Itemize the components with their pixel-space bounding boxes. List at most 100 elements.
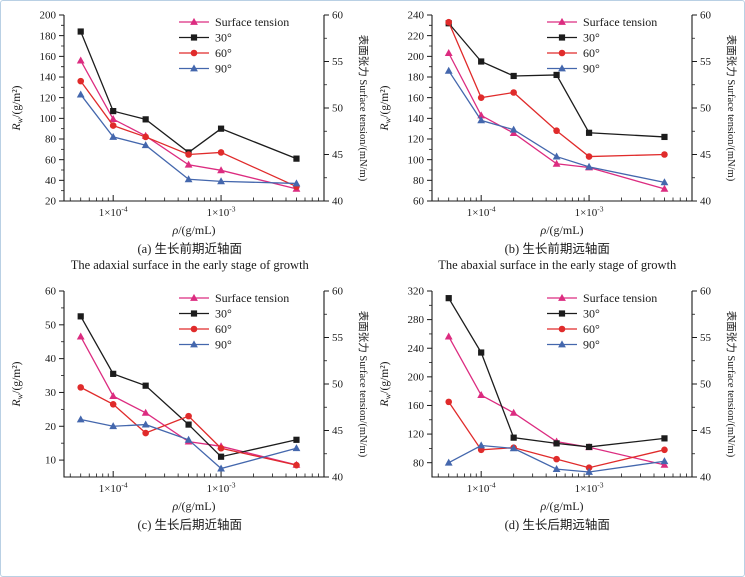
right-tick-label: 45 [332, 149, 344, 161]
legend-marker-Surface tension [557, 17, 566, 25]
series-line-Surface tension [447, 52, 665, 190]
legend-marker-30° [190, 309, 198, 317]
left-tick-label: 180 [40, 30, 57, 42]
series-marker-90° [476, 116, 485, 124]
series-marker-90° [584, 162, 593, 170]
legend-label: 60° [583, 46, 600, 60]
legend-label: 60° [215, 322, 232, 336]
right-tick-label: 55 [700, 56, 712, 68]
left-tick-label: 180 [407, 72, 424, 84]
left-tick-label: 240 [407, 342, 424, 354]
series-marker-90° [292, 443, 301, 451]
series-marker-30° [660, 434, 668, 441]
series-marker-90° [509, 125, 518, 133]
series-marker-Surface tension [109, 115, 118, 123]
series-marker-30° [552, 439, 560, 446]
chart-b: 60 80 100 120 140 160 180 200 220 240 40 45 50 55 60 1×… [379, 10, 738, 237]
series-marker-30° [142, 382, 149, 389]
series-marker-90° [552, 464, 560, 472]
legend-label: 60° [583, 322, 600, 336]
series-marker-60° [77, 77, 85, 85]
x-tick-label: 1×10-3 [574, 205, 603, 220]
series-marker-60° [585, 463, 592, 471]
legend-marker-60° [558, 325, 565, 332]
legend-label: Surface tension [215, 291, 289, 305]
series-marker-90° [292, 179, 301, 187]
x-axis-label: ρ/(g/mL) [171, 223, 215, 237]
series-marker-60° [660, 446, 668, 453]
series-marker-Surface tension [141, 408, 150, 416]
x-axis-label: ρ/(g/mL) [539, 499, 583, 513]
right-tick-label: 45 [700, 425, 712, 437]
legend-label: 90° [215, 62, 232, 76]
series-marker-60° [444, 18, 452, 26]
series-marker-30° [510, 72, 517, 80]
series-marker-Surface tension [217, 166, 225, 174]
series-marker-60° [185, 412, 192, 419]
left-tick-label: 80 [413, 457, 425, 469]
series-marker-60° [660, 151, 668, 158]
chart-a: 20 40 60 80 100 120 140 160 180 200 40 45 50 55 60 1×10… [11, 10, 370, 237]
legend-label: 60° [215, 46, 232, 60]
x-tick-label: 1×10-4 [466, 205, 495, 220]
caption-b-en: The abaxial surface in the early stage o… [438, 258, 677, 273]
series-marker-60° [509, 89, 517, 96]
right-axis-label: 表面张力 Surface tension/(mN/m) [725, 35, 738, 182]
right-tick-label: 60 [332, 10, 344, 22]
series-marker-60° [552, 455, 560, 462]
x-axis-label: ρ/(g/mL) [171, 499, 215, 513]
left-tick-label: 60 [45, 285, 57, 297]
right-tick-label: 60 [700, 10, 712, 22]
series-line-Surface tension [80, 60, 297, 190]
right-tick-label: 50 [700, 103, 712, 115]
series-marker-60° [444, 398, 452, 405]
legend-marker-30° [558, 34, 565, 41]
x-tick-label: 1×10-3 [207, 480, 236, 495]
legend-marker-90° [190, 339, 198, 347]
series-marker-90° [109, 421, 118, 429]
series-marker-60° [77, 383, 85, 391]
series-marker-30° [477, 348, 484, 356]
series-marker-Surface tension [76, 331, 85, 339]
series-marker-Surface tension [444, 49, 453, 57]
left-tick-label: 200 [40, 10, 57, 22]
series-marker-90° [584, 467, 593, 475]
caption-a: (a) 生长前期近轴面 The adaxial surface in the e… [7, 241, 373, 274]
series-marker-30° [110, 108, 117, 115]
series-marker-60° [585, 153, 592, 160]
left-tick-label: 10 [45, 454, 57, 466]
left-axis-label: Rw/(g/m²) [379, 85, 393, 131]
series-marker-30° [142, 116, 149, 123]
series-line-60° [447, 401, 665, 468]
series-marker-Surface tension [444, 331, 453, 339]
series-line-60° [447, 21, 664, 158]
series-marker-90° [141, 419, 150, 427]
series-marker-60° [109, 122, 117, 129]
series-marker-60° [217, 444, 225, 452]
left-tick-label: 160 [407, 400, 424, 412]
left-axis-label: Rw/(g/m²) [11, 361, 25, 407]
series-marker-30° [293, 436, 300, 443]
left-tick-label: 60 [45, 154, 57, 166]
series-marker-60° [477, 94, 484, 101]
legend-label: Surface tension [583, 15, 657, 29]
x-tick-label: 1×10-3 [207, 205, 236, 220]
series-marker-60° [293, 461, 300, 468]
right-axis-label: 表面张力 Surface tension/(mN/m) [725, 310, 738, 457]
series-line-30° [447, 22, 664, 138]
left-tick-label: 30 [45, 387, 57, 399]
axes-spines [63, 290, 325, 478]
series-marker-90° [444, 66, 453, 74]
series-marker-60° [142, 429, 149, 436]
legend-marker-60° [558, 49, 565, 57]
series-marker-90° [76, 90, 85, 98]
legend-marker-90° [557, 339, 566, 347]
left-tick-label: 280 [407, 314, 424, 326]
left-tick-label: 100 [407, 154, 424, 166]
panel-b: 60 80 100 120 140 160 180 200 220 240 40 45 50 55 60 1×… [375, 4, 741, 274]
panel-d: 80 120 160 200 240 280 320 40 45 50 55 60 1×10-4 1×10… [375, 280, 741, 533]
right-tick-label: 55 [332, 56, 344, 68]
left-tick-label: 240 [407, 10, 424, 22]
series-marker-30° [477, 58, 484, 65]
left-tick-label: 120 [407, 428, 424, 440]
